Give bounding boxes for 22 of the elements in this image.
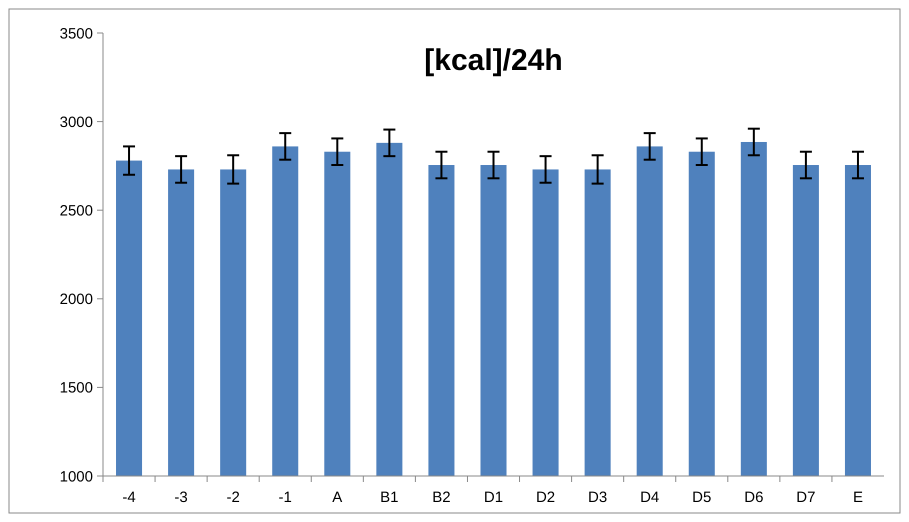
- chart-title: [kcal]/24h: [424, 44, 563, 77]
- x-tick-label: B2: [432, 489, 451, 506]
- x-tick-label: D3: [588, 489, 608, 506]
- x-tick-label: E: [852, 489, 863, 506]
- x-tick-label: D5: [692, 489, 712, 506]
- y-tick-label: 1500: [60, 380, 93, 397]
- y-tick-label: 3500: [60, 25, 93, 42]
- y-tick-label: 2500: [60, 202, 93, 220]
- x-tick-label: -1: [278, 489, 292, 506]
- x-tick-label: D6: [744, 489, 764, 506]
- x-tick-label: A: [332, 489, 342, 506]
- x-tick-label: B1: [380, 489, 399, 506]
- y-tick-label: 2000: [60, 291, 93, 308]
- x-tick-label: D1: [484, 489, 504, 506]
- y-tick-label: 1000: [60, 468, 93, 486]
- x-tick-label: -2: [226, 489, 240, 506]
- y-tick-label: 3000: [60, 114, 93, 131]
- x-tick-label: D4: [640, 489, 660, 506]
- x-tick-label: D7: [796, 489, 816, 506]
- x-tick-label: D2: [536, 489, 556, 506]
- x-tick-label: -3: [174, 489, 188, 506]
- x-tick-label: -4: [122, 489, 136, 506]
